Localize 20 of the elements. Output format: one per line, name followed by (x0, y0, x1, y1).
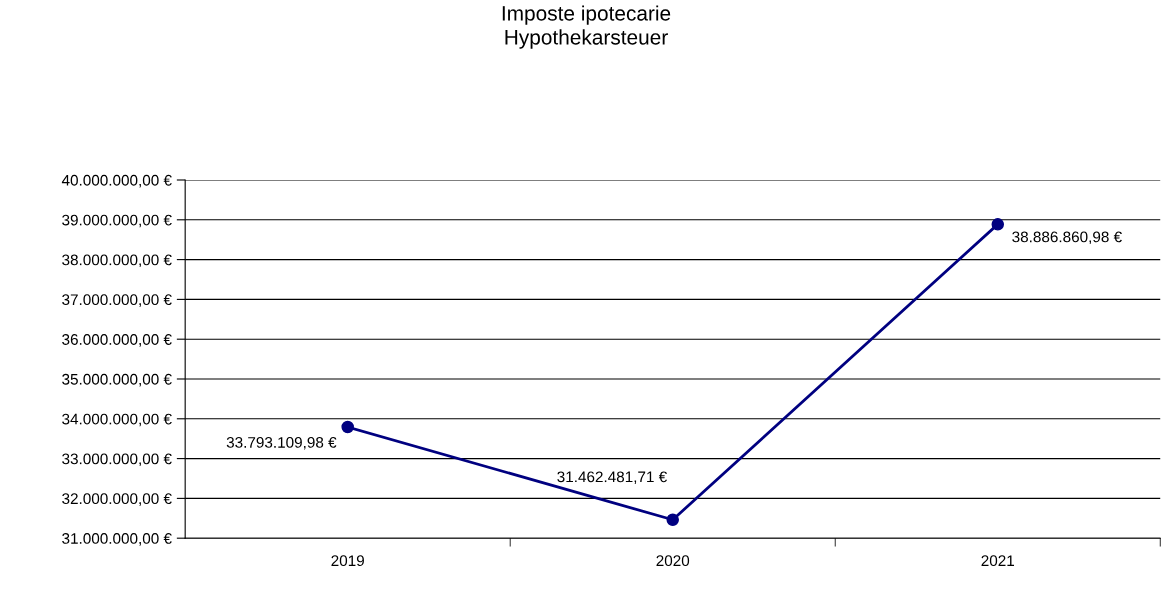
point (666, 513, 679, 527)
y-tick-label: 32.000.000,00 € (62, 493, 172, 506)
chart-title: Imposte ipotecarie Hypothekarsteuer (502, 5, 671, 49)
point (991, 218, 1005, 231)
y-tick-label: 35.000.000,00 € (62, 373, 172, 387)
x-tick-label: 2020 (656, 555, 690, 567)
y-tick-label: 33.000.000,00 € (62, 453, 172, 467)
x-tick-label: 2021 (981, 555, 1015, 567)
y-tick-label: 37.000.000,00 € (62, 294, 172, 307)
data-label: 33.793.109,98 € (226, 436, 337, 450)
y-tick-label: 36.000.000,00 € (62, 334, 172, 347)
y-tick-label: 31.000.000,00 € (62, 533, 172, 546)
x-tick-label: 2019 (331, 555, 364, 567)
data-label: 38.886.860,98 € (1012, 231, 1122, 245)
y-tick-label: 39.000.000,00 € (62, 214, 172, 228)
y-tick-label: 38.000.000,00 € (62, 254, 172, 268)
y-tick-label: 40.000.000,00 € (61, 174, 172, 188)
data-label: 31.462.481,71 € (557, 471, 667, 485)
point (341, 420, 354, 434)
y-tick-label: 34.000.000,00 € (62, 413, 172, 427)
